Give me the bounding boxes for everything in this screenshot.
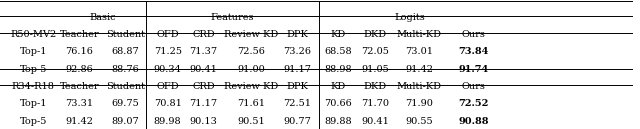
Text: Review KD: Review KD — [225, 82, 278, 91]
Text: R34-R18: R34-R18 — [12, 82, 54, 91]
Text: 90.77: 90.77 — [283, 116, 311, 126]
Text: 91.05: 91.05 — [361, 65, 389, 74]
Text: 89.07: 89.07 — [111, 116, 140, 126]
Text: Top-1: Top-1 — [20, 99, 47, 108]
Text: 89.88: 89.88 — [324, 116, 352, 126]
Text: 90.41: 90.41 — [189, 65, 218, 74]
Text: DKD: DKD — [364, 82, 387, 91]
Text: Logits: Logits — [395, 13, 426, 22]
Text: Student: Student — [106, 30, 145, 39]
Text: Basic: Basic — [90, 13, 116, 22]
Text: 71.25: 71.25 — [154, 47, 182, 56]
Text: Review KD: Review KD — [225, 30, 278, 39]
Text: Top-5: Top-5 — [20, 65, 47, 74]
Text: OFD: OFD — [156, 82, 179, 91]
Text: Top-1: Top-1 — [20, 47, 47, 56]
Text: Ours: Ours — [461, 30, 486, 39]
Text: Teacher: Teacher — [60, 30, 99, 39]
Text: 71.17: 71.17 — [189, 99, 218, 108]
Text: 90.51: 90.51 — [237, 116, 266, 126]
Text: 69.75: 69.75 — [111, 99, 140, 108]
Text: Top-5: Top-5 — [20, 116, 47, 126]
Text: 91.42: 91.42 — [405, 65, 433, 74]
Text: Teacher: Teacher — [60, 82, 99, 91]
Text: 73.84: 73.84 — [458, 47, 489, 56]
Text: 92.86: 92.86 — [65, 65, 93, 74]
Text: Ours: Ours — [461, 82, 486, 91]
Text: 91.00: 91.00 — [237, 65, 266, 74]
Text: 72.51: 72.51 — [283, 99, 311, 108]
Text: 73.26: 73.26 — [283, 47, 311, 56]
Text: Multi-KD: Multi-KD — [397, 82, 442, 91]
Text: CRD: CRD — [192, 30, 215, 39]
Text: 73.01: 73.01 — [405, 47, 433, 56]
Text: 71.70: 71.70 — [361, 99, 389, 108]
Text: Features: Features — [211, 13, 254, 22]
Text: 91.17: 91.17 — [283, 65, 311, 74]
Text: 68.58: 68.58 — [324, 47, 352, 56]
Text: 72.52: 72.52 — [458, 99, 489, 108]
Text: 72.05: 72.05 — [361, 47, 389, 56]
Text: 71.90: 71.90 — [405, 99, 433, 108]
Text: 90.55: 90.55 — [405, 116, 433, 126]
Text: KD: KD — [330, 82, 346, 91]
Text: DPK: DPK — [286, 30, 308, 39]
Text: 71.37: 71.37 — [189, 47, 218, 56]
Text: 70.66: 70.66 — [324, 99, 352, 108]
Text: OFD: OFD — [156, 30, 179, 39]
Text: 90.34: 90.34 — [154, 65, 182, 74]
Text: R50-MV2: R50-MV2 — [10, 30, 56, 39]
Text: 70.81: 70.81 — [154, 99, 182, 108]
Text: KD: KD — [330, 30, 346, 39]
Text: 91.74: 91.74 — [458, 65, 489, 74]
Text: 90.13: 90.13 — [189, 116, 218, 126]
Text: 88.98: 88.98 — [324, 65, 352, 74]
Text: 90.88: 90.88 — [458, 116, 489, 126]
Text: CRD: CRD — [192, 82, 215, 91]
Text: 76.16: 76.16 — [65, 47, 93, 56]
Text: Student: Student — [106, 82, 145, 91]
Text: 88.76: 88.76 — [111, 65, 140, 74]
Text: DPK: DPK — [286, 82, 308, 91]
Text: 91.42: 91.42 — [65, 116, 93, 126]
Text: 71.61: 71.61 — [237, 99, 266, 108]
Text: 72.56: 72.56 — [237, 47, 266, 56]
Text: 89.98: 89.98 — [154, 116, 182, 126]
Text: 90.41: 90.41 — [361, 116, 389, 126]
Text: 73.31: 73.31 — [65, 99, 93, 108]
Text: 68.87: 68.87 — [111, 47, 140, 56]
Text: Multi-KD: Multi-KD — [397, 30, 442, 39]
Text: DKD: DKD — [364, 30, 387, 39]
